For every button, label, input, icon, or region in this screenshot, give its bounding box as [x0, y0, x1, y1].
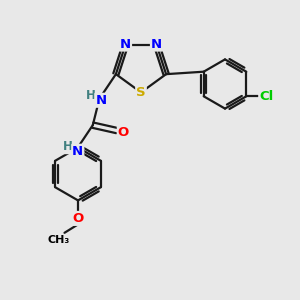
Text: N: N: [151, 38, 162, 50]
Text: CH₃: CH₃: [47, 235, 70, 245]
Text: Cl: Cl: [259, 90, 274, 103]
Text: N: N: [72, 145, 83, 158]
Text: H: H: [63, 140, 73, 153]
Text: S: S: [136, 86, 146, 100]
Text: O: O: [118, 126, 129, 139]
Text: N: N: [120, 38, 131, 50]
Text: H: H: [86, 89, 96, 102]
Text: N: N: [95, 94, 106, 107]
Text: O: O: [72, 212, 84, 225]
